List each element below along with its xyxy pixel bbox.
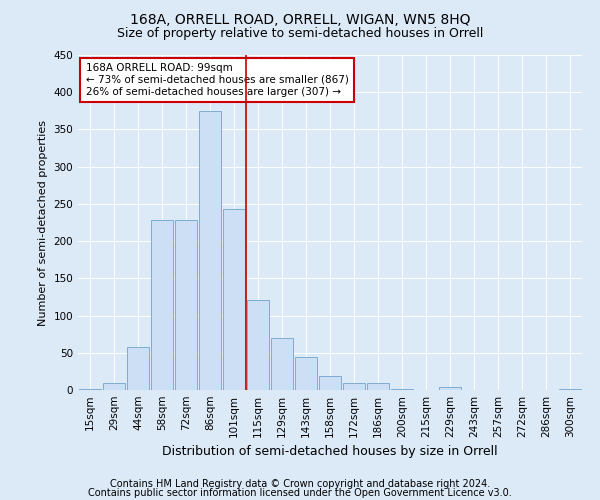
Bar — [79, 388, 101, 390]
Text: Size of property relative to semi-detached houses in Orrell: Size of property relative to semi-detach… — [117, 28, 483, 40]
Text: 168A, ORRELL ROAD, ORRELL, WIGAN, WN5 8HQ: 168A, ORRELL ROAD, ORRELL, WIGAN, WN5 8H… — [130, 12, 470, 26]
Text: 168A ORRELL ROAD: 99sqm
← 73% of semi-detached houses are smaller (867)
26% of s: 168A ORRELL ROAD: 99sqm ← 73% of semi-de… — [86, 64, 349, 96]
Bar — [439, 387, 461, 390]
Bar — [199, 111, 221, 390]
Bar — [223, 209, 245, 390]
Bar — [127, 347, 149, 390]
Bar — [319, 376, 341, 390]
Bar — [271, 338, 293, 390]
Text: Contains public sector information licensed under the Open Government Licence v3: Contains public sector information licen… — [88, 488, 512, 498]
Bar — [295, 356, 317, 390]
Bar — [151, 220, 173, 390]
Bar — [103, 384, 125, 390]
Bar — [343, 382, 365, 390]
Text: Contains HM Land Registry data © Crown copyright and database right 2024.: Contains HM Land Registry data © Crown c… — [110, 479, 490, 489]
X-axis label: Distribution of semi-detached houses by size in Orrell: Distribution of semi-detached houses by … — [162, 446, 498, 458]
Bar — [175, 220, 197, 390]
Y-axis label: Number of semi-detached properties: Number of semi-detached properties — [38, 120, 48, 326]
Bar — [367, 384, 389, 390]
Bar — [247, 300, 269, 390]
